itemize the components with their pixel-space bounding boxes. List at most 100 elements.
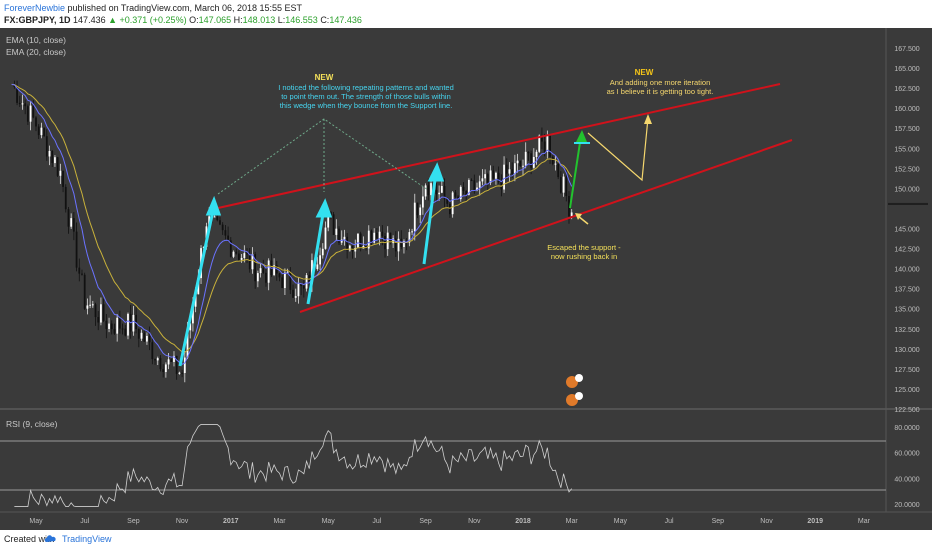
note2-line-2: as I believe it is getting too tight.	[607, 87, 714, 96]
arrow-cyan-3-head	[427, 162, 445, 182]
rsi-tick-label: 80.0000	[894, 425, 919, 432]
candle-body	[438, 192, 441, 195]
candle-body	[454, 192, 457, 197]
candle-body	[118, 317, 121, 329]
candle-body	[397, 238, 400, 252]
candle-body	[511, 169, 514, 175]
event-badge-2[interactable]	[566, 392, 583, 406]
candle-body	[148, 335, 151, 343]
price-tick-label: 125.000	[894, 387, 919, 394]
candle-body	[457, 196, 459, 200]
candle-body	[541, 135, 543, 142]
candle-body	[213, 216, 216, 218]
candle-body	[216, 216, 219, 221]
time-tick-label: Nov	[176, 518, 189, 525]
candle-body	[89, 304, 92, 306]
candle-body	[281, 277, 284, 289]
price-change: ▲ +0.371 (+0.25%)	[108, 15, 187, 25]
candle-body	[221, 224, 224, 231]
ema20-legend[interactable]: EMA (20, close)	[6, 47, 66, 57]
candle-body	[416, 202, 419, 216]
candle-body	[91, 304, 94, 306]
rsi-axis: 80.0000 60.0000 40.0000 20.0000	[894, 425, 919, 509]
price-tick-label: 152.500	[894, 166, 919, 173]
open-value: 147.065	[198, 15, 232, 25]
candle-body	[513, 163, 516, 175]
candle-body	[392, 238, 395, 244]
candle-body	[389, 232, 392, 244]
tradingview-brand-link[interactable]: TradingView	[62, 534, 112, 544]
candle-body	[386, 232, 389, 250]
candle-body	[524, 151, 527, 166]
candle-body	[265, 272, 267, 283]
event-badge-1[interactable]	[566, 374, 583, 388]
candle-body	[243, 253, 246, 258]
candle-body	[37, 126, 40, 136]
support-line[interactable]	[299, 139, 793, 313]
candle-body	[516, 160, 519, 164]
rsi-legend[interactable]: RSI (9, close)	[6, 419, 58, 429]
price-tick-label: 165.000	[894, 66, 919, 73]
low-value: 146.553	[285, 15, 318, 25]
candle-body	[113, 329, 116, 334]
candle-body	[146, 335, 148, 342]
resistance-line[interactable]	[217, 83, 781, 209]
candle-body	[297, 283, 300, 297]
candle-body	[424, 185, 427, 197]
candle-body	[419, 207, 422, 216]
rsi-tick-label: 20.0000	[894, 502, 919, 509]
candle-body	[229, 240, 232, 257]
ema10-line	[11, 83, 573, 365]
candle-body	[102, 304, 105, 321]
note1-line-3: this wedge when they bounce from the Sup…	[280, 101, 453, 110]
candle-body	[346, 236, 349, 251]
price-tick-label: 167.500	[894, 46, 919, 53]
candle-body	[164, 364, 167, 373]
note1-new-label: NEW	[315, 73, 334, 82]
candle-body	[246, 253, 248, 255]
candle-body	[316, 264, 319, 270]
rsi-tick-label: 40.0000	[894, 476, 919, 483]
ema10-legend[interactable]: EMA (10, close)	[6, 35, 66, 45]
chart-background	[0, 28, 932, 530]
candle-body	[335, 228, 338, 235]
time-tick-label: Nov	[468, 518, 481, 525]
candle-body	[321, 248, 324, 256]
candle-body	[75, 231, 78, 268]
candle-body	[40, 127, 43, 136]
candle-body	[124, 328, 127, 336]
candle-body	[232, 251, 235, 257]
candle-body	[284, 272, 286, 289]
candle-body	[535, 151, 538, 157]
candle-body	[451, 192, 454, 215]
arrow-cyan-1	[178, 205, 216, 367]
candle-body	[238, 253, 240, 260]
candle-body	[440, 185, 443, 193]
candle-body	[411, 231, 413, 233]
time-tick-label: Sep	[419, 518, 432, 525]
candle-body	[83, 274, 86, 309]
candle-body	[26, 106, 29, 122]
time-tick-label: May	[614, 518, 628, 525]
time-tick-label: Mar	[566, 518, 579, 525]
published-text: published on TradingView.com, March 06, …	[67, 3, 303, 13]
candle-body	[470, 179, 473, 181]
close-label: C:	[320, 15, 330, 25]
candle-body	[319, 255, 321, 265]
candle-body	[367, 230, 370, 249]
candle-body	[449, 203, 451, 215]
candle-body	[324, 227, 327, 249]
candle-body	[559, 177, 562, 193]
candle-body	[459, 186, 462, 200]
note2-new-label: NEW	[635, 68, 654, 77]
symbol-label[interactable]: FX:GBPJPY, 1D	[4, 15, 71, 25]
time-axis[interactable]: May Jul Sep Nov 2017 Mar May Jul Sep Nov 2018 Mar Ma…	[29, 518, 870, 525]
candle-body	[132, 314, 135, 332]
arrow-cyan-2	[306, 207, 326, 305]
candle-body	[29, 105, 32, 122]
chart-canvas[interactable]: 167.500 165.000 162.500 160.000 157.500 155.0…	[0, 28, 932, 530]
candle-body	[45, 136, 48, 157]
candle-body	[186, 330, 189, 358]
arrow-cyan-1-head	[205, 195, 222, 216]
author-link[interactable]: ForeverNewbie	[4, 3, 66, 13]
